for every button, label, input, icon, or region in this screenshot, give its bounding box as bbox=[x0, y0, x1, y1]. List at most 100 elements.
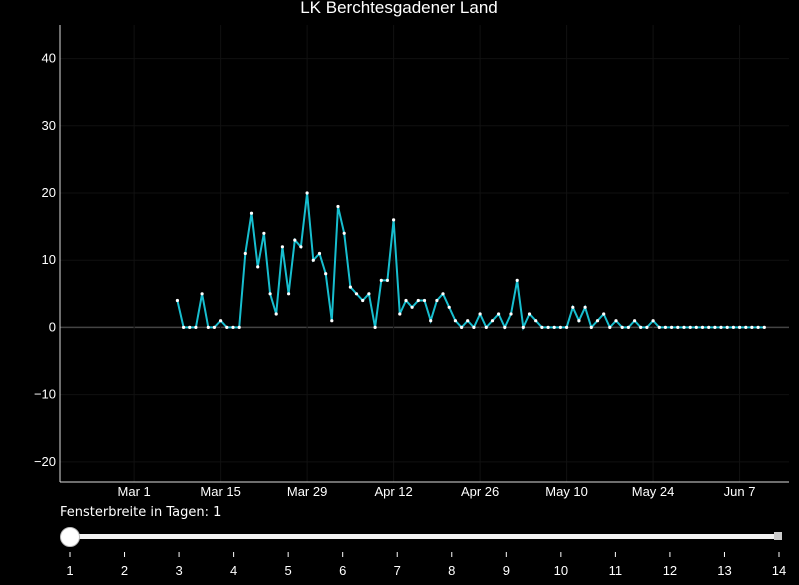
data-point bbox=[639, 325, 643, 329]
data-point bbox=[651, 319, 655, 323]
data-point bbox=[194, 325, 198, 329]
slider-track[interactable] bbox=[70, 534, 780, 539]
data-point bbox=[546, 325, 550, 329]
chart-title: LK Berchtesgadener Land bbox=[300, 0, 498, 17]
data-point bbox=[416, 298, 420, 303]
data-point bbox=[256, 265, 260, 269]
data-point bbox=[633, 319, 637, 323]
slider-tick-label: 13 bbox=[717, 563, 731, 578]
y-tick-label: −20 bbox=[34, 454, 56, 469]
slider-tick-label: 11 bbox=[609, 563, 623, 578]
data-point bbox=[663, 325, 668, 329]
data-point bbox=[373, 325, 377, 329]
data-point bbox=[534, 319, 538, 323]
slider-tick-label: 3 bbox=[175, 563, 182, 578]
y-tick-label: 30 bbox=[42, 118, 56, 133]
data-point bbox=[645, 325, 649, 329]
x-tick-label: May 10 bbox=[545, 484, 588, 499]
data-point bbox=[713, 325, 717, 329]
data-point bbox=[392, 218, 396, 222]
data-point bbox=[565, 325, 569, 329]
data-point bbox=[657, 325, 661, 329]
data-point bbox=[182, 325, 186, 329]
data-point bbox=[756, 325, 760, 329]
data-point bbox=[521, 325, 525, 329]
data-point bbox=[422, 298, 427, 303]
y-tick-label: 40 bbox=[42, 51, 56, 66]
data-point bbox=[410, 305, 414, 309]
data-point bbox=[540, 325, 544, 329]
slider-tick-label: 1 bbox=[66, 563, 73, 578]
data-point bbox=[490, 319, 495, 323]
slider-tick-label: 4 bbox=[230, 563, 237, 578]
data-point bbox=[472, 325, 476, 329]
data-point bbox=[435, 298, 439, 303]
x-tick-label: Mar 29 bbox=[287, 484, 327, 499]
x-tick-label: May 24 bbox=[632, 484, 675, 499]
data-point bbox=[287, 292, 291, 296]
data-point bbox=[577, 319, 581, 323]
slider-tick-label: 8 bbox=[448, 563, 455, 578]
data-point bbox=[342, 231, 346, 235]
data-point bbox=[324, 272, 328, 276]
data-point bbox=[738, 325, 742, 329]
window-slider[interactable]: Fensterbreite in Tagen: 1 1 2 3 4 5 6 7 8 9 10 11 1… bbox=[0, 500, 799, 585]
data-point bbox=[595, 319, 600, 323]
slider-tick-label: 12 bbox=[663, 563, 677, 578]
data-point bbox=[608, 325, 612, 329]
data-point bbox=[700, 325, 705, 329]
data-point bbox=[571, 305, 575, 309]
data-point bbox=[293, 238, 297, 242]
x-tick-label: Apr 26 bbox=[461, 484, 499, 499]
data-point bbox=[249, 211, 254, 215]
data-point bbox=[509, 312, 513, 316]
slider-tick-label: 10 bbox=[554, 563, 568, 578]
slider-ticks: 1 2 3 4 5 6 7 8 9 10 11 12 13 14 bbox=[66, 552, 786, 578]
data-point bbox=[348, 285, 352, 289]
data-point bbox=[311, 258, 315, 262]
slider-tick-label: 7 bbox=[394, 563, 401, 578]
x-tick-label: Mar 1 bbox=[118, 484, 151, 499]
data-point bbox=[583, 305, 587, 309]
data-point bbox=[441, 292, 445, 296]
data-point bbox=[206, 325, 210, 329]
data-point bbox=[243, 251, 247, 256]
y-tick-label: 0 bbox=[49, 319, 56, 334]
data-point bbox=[429, 319, 433, 323]
data-point bbox=[225, 325, 229, 329]
data-point bbox=[398, 312, 402, 316]
data-point bbox=[200, 292, 204, 296]
slider-handle[interactable] bbox=[60, 527, 80, 547]
data-point bbox=[497, 312, 501, 316]
data-point bbox=[750, 325, 754, 329]
data-point bbox=[725, 325, 729, 329]
slider-tick-label: 9 bbox=[503, 563, 510, 578]
slider-tick-label: 6 bbox=[339, 563, 346, 578]
data-point bbox=[682, 325, 686, 329]
data-point bbox=[299, 245, 303, 249]
data-point bbox=[515, 278, 519, 282]
data-point bbox=[379, 278, 383, 282]
data-point bbox=[558, 325, 563, 329]
data-point bbox=[552, 325, 556, 329]
x-tick-label: Mar 15 bbox=[200, 484, 240, 499]
data-point bbox=[274, 312, 278, 316]
data-point bbox=[367, 292, 371, 296]
data-point bbox=[626, 325, 631, 329]
data-point bbox=[175, 298, 179, 303]
data-point bbox=[404, 298, 408, 303]
data-point bbox=[354, 292, 359, 296]
data-point bbox=[707, 325, 711, 329]
data-point bbox=[219, 319, 223, 323]
chart: LK Berchtesgadener Land −20 −10 0 10 20 30 40 M… bbox=[34, 0, 789, 500]
data-point bbox=[361, 298, 365, 303]
slider-end-marker bbox=[774, 532, 782, 540]
data-point bbox=[305, 191, 309, 195]
x-tick-label: Apr 12 bbox=[374, 484, 412, 499]
data-point bbox=[744, 325, 748, 329]
data-point bbox=[719, 325, 723, 329]
y-tick-label: −10 bbox=[34, 387, 56, 402]
data-point bbox=[478, 312, 482, 316]
data-point bbox=[484, 325, 488, 329]
data-point bbox=[317, 251, 322, 256]
